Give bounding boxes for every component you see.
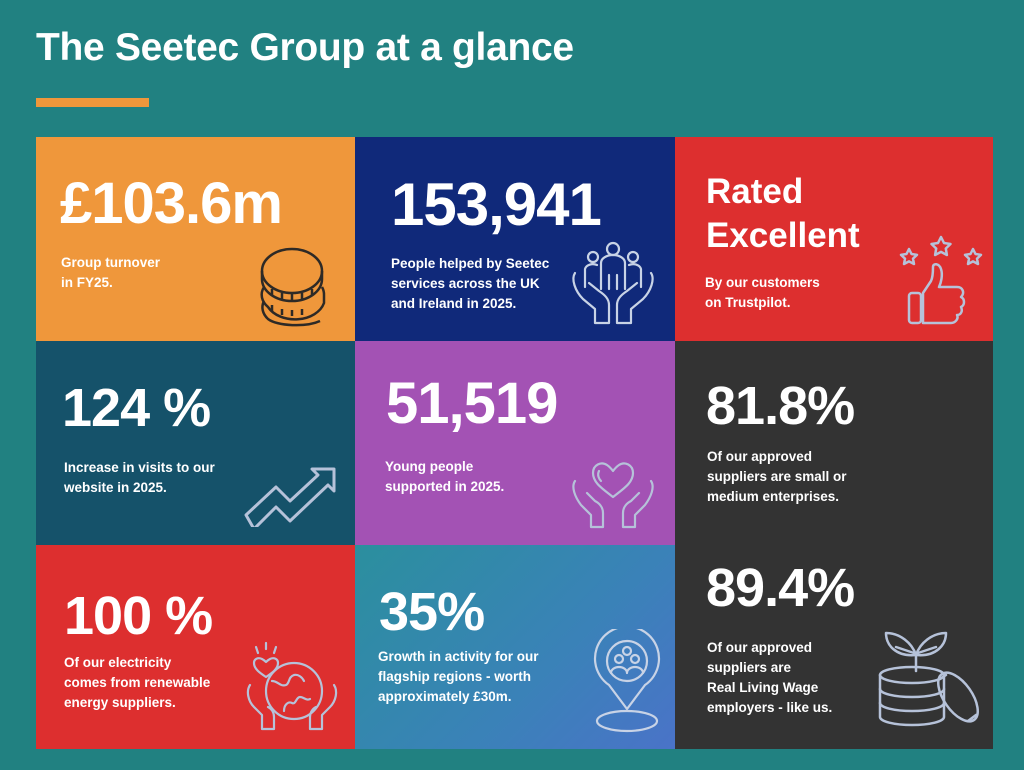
tile-suppliers: 81.8% Of our approved suppliers are smal… [675, 341, 993, 749]
people-helped-value: 153,941 [391, 171, 602, 238]
heart-in-hands-icon [572, 462, 654, 529]
living-wage-value: 89.4% [706, 558, 855, 618]
sme-description: Of our approved suppliers are small or m… [707, 449, 847, 504]
tile-rated-excellent: Rated Excellent By our customers on Trus… [675, 137, 993, 341]
page-title: The Seetec Group at a glance [36, 26, 574, 69]
electricity-value: 100 % [64, 586, 213, 646]
globe-in-hands-icon [246, 641, 338, 731]
tile-website-visits: 124 % Increase in visits to our website … [36, 341, 355, 545]
location-pin-people-icon [593, 629, 661, 733]
tile-young-people: 51,519 Young people supported in 2025. [355, 341, 675, 545]
rated-value: Rated Excellent [706, 172, 860, 255]
trend-up-arrow-icon [244, 467, 336, 527]
visits-description: Increase in visits to our website in 202… [64, 460, 215, 495]
rated-description: By our customers on Trustpilot. [705, 275, 820, 310]
growth-description: Growth in activity for our flagship regi… [378, 649, 539, 704]
people-in-hands-icon [572, 241, 654, 325]
turnover-description: Group turnover in FY25. [61, 255, 161, 290]
living-wage-description: Of our approved suppliers are Real Livin… [707, 640, 833, 715]
sme-value: 81.8% [706, 376, 855, 436]
turnover-value: £103.6m [60, 171, 283, 236]
coins-plant-icon [878, 631, 979, 727]
visits-value: 124 % [62, 378, 211, 438]
people-helped-description: People helped by Seetec services across … [391, 256, 550, 311]
growth-value: 35% [379, 582, 485, 642]
young-people-value: 51,519 [386, 371, 558, 436]
tile-turnover: £103.6m Group turnover in FY25. [36, 137, 355, 341]
young-people-description: Young people supported in 2025. [385, 459, 505, 494]
tile-renewable-electricity: 100 % Of our electricity comes from rene… [36, 545, 355, 749]
tile-people-helped: 153,941 People helped by Seetec services… [355, 137, 675, 341]
electricity-description: Of our electricity comes from renewable … [64, 655, 211, 710]
title-underline [36, 98, 149, 107]
thumbs-up-stars-icon [899, 235, 983, 325]
coins-stack-icon [260, 247, 326, 327]
tile-regional-growth: 35% Growth in activity for our flagship … [355, 545, 675, 749]
